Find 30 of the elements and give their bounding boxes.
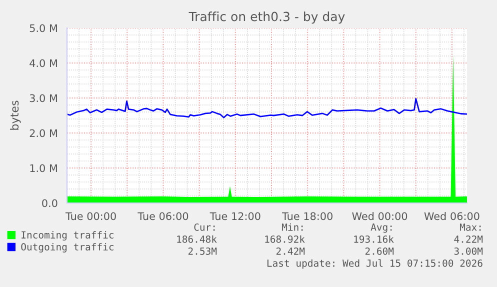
text: Max: — [460, 224, 481, 231]
line-series — [67, 98, 467, 118]
y-axis-title: bytes — [10, 100, 21, 130]
x-tick-label: Tue 12:00 — [210, 212, 260, 220]
text: 2.53M — [188, 247, 217, 255]
chart-title: Traffic on eth0.3 - by day — [188, 12, 345, 24]
x-tick-label: Wed 00:00 — [352, 212, 408, 220]
text: 4.22M — [454, 235, 483, 243]
y-tick-label: 2.0 M — [30, 129, 57, 138]
text: Min: — [282, 223, 303, 231]
legend-label: Incoming traffic — [22, 231, 114, 241]
y-tick-label: 4.0 M — [30, 59, 57, 68]
text: 193.16k — [354, 235, 394, 243]
x-tick-label: Tue 00:00 — [65, 212, 116, 220]
x-tick-label: Tue 06:00 — [138, 212, 188, 220]
text: Cur: — [194, 223, 215, 231]
x-tick-label: Wed 06:00 — [424, 212, 480, 220]
text: 3.00M — [454, 247, 483, 255]
text: 168.92k — [265, 235, 305, 243]
legend-label: Outgoing traffic — [21, 243, 114, 252]
text: Last update: Wed Jul 15 07:15:00 2026 — [267, 259, 482, 269]
y-tick-label: 3.0 M — [30, 94, 57, 102]
x-tick-label: Tue 18:00 — [282, 212, 332, 220]
text: 186.48k — [177, 235, 217, 243]
text: 2.60M — [365, 247, 394, 255]
y-tick-label: 0.0 — [42, 199, 58, 208]
text: Avg: — [370, 224, 392, 233]
y-tick-label: 1.0 M — [30, 164, 57, 172]
y-tick-label: 5.0 M — [30, 24, 57, 32]
text: 2.42M — [276, 247, 305, 255]
